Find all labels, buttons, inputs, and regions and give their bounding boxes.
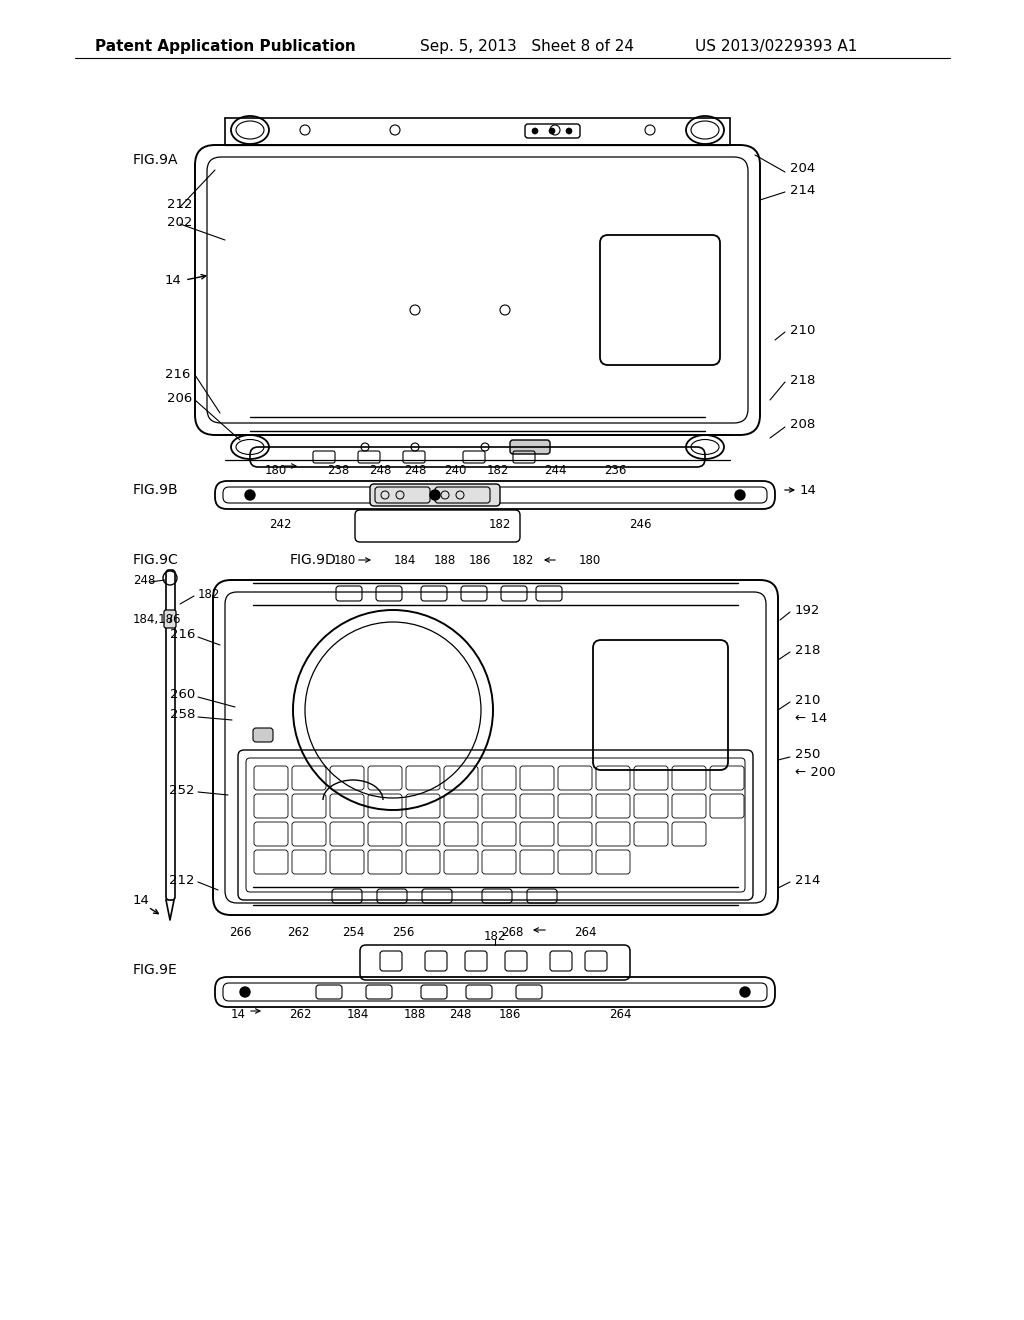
Text: 268: 268: [501, 927, 523, 940]
Text: 240: 240: [443, 463, 466, 477]
Text: 14: 14: [165, 273, 182, 286]
Text: 206: 206: [167, 392, 193, 404]
Text: 184: 184: [347, 1007, 370, 1020]
Text: 242: 242: [268, 519, 291, 532]
Text: 208: 208: [790, 418, 815, 432]
Text: 184,186: 184,186: [133, 614, 181, 627]
Text: 14: 14: [230, 1007, 246, 1020]
Text: 214: 214: [790, 183, 815, 197]
Text: 210: 210: [790, 323, 815, 337]
Text: 260: 260: [170, 689, 195, 701]
Text: 262: 262: [289, 1007, 311, 1020]
Circle shape: [245, 490, 255, 500]
Text: 248: 248: [403, 463, 426, 477]
Text: 248: 248: [133, 573, 156, 586]
Text: 186: 186: [499, 1007, 521, 1020]
Text: 252: 252: [170, 784, 195, 796]
Text: 244: 244: [544, 463, 566, 477]
Text: 266: 266: [228, 927, 251, 940]
Text: 186: 186: [469, 553, 492, 566]
Text: 246: 246: [629, 519, 651, 532]
FancyBboxPatch shape: [370, 484, 500, 506]
Circle shape: [549, 128, 555, 135]
Text: 180: 180: [334, 553, 356, 566]
Text: 184: 184: [394, 553, 416, 566]
Circle shape: [532, 128, 538, 135]
Text: 212: 212: [170, 874, 195, 887]
Text: 258: 258: [170, 709, 195, 722]
Text: FIG.9E: FIG.9E: [133, 964, 178, 977]
Text: 248: 248: [449, 1007, 471, 1020]
Text: 264: 264: [573, 927, 596, 940]
Circle shape: [735, 490, 745, 500]
Text: 202: 202: [167, 215, 193, 228]
Text: 236: 236: [604, 463, 627, 477]
Text: 262: 262: [287, 927, 309, 940]
Text: US 2013/0229393 A1: US 2013/0229393 A1: [695, 40, 857, 54]
Text: 264: 264: [608, 1007, 631, 1020]
Text: Patent Application Publication: Patent Application Publication: [95, 40, 355, 54]
Text: 192: 192: [795, 603, 820, 616]
Text: FIG.9A: FIG.9A: [133, 153, 178, 168]
Circle shape: [240, 987, 250, 997]
Text: 180: 180: [265, 463, 288, 477]
Text: 182: 182: [512, 553, 535, 566]
Text: 250: 250: [795, 748, 820, 762]
Text: 238: 238: [327, 463, 349, 477]
Text: FIG.9D: FIG.9D: [290, 553, 337, 568]
Circle shape: [566, 128, 572, 135]
Text: 188: 188: [403, 1007, 426, 1020]
Text: 204: 204: [790, 161, 815, 174]
Text: 180: 180: [579, 553, 601, 566]
Text: 216: 216: [170, 628, 195, 642]
Text: 188: 188: [434, 553, 456, 566]
Text: 14: 14: [133, 894, 150, 907]
Text: Sep. 5, 2013   Sheet 8 of 24: Sep. 5, 2013 Sheet 8 of 24: [420, 40, 634, 54]
Text: 254: 254: [342, 927, 365, 940]
Text: 218: 218: [795, 644, 820, 656]
FancyBboxPatch shape: [510, 440, 550, 454]
Text: ← 200: ← 200: [795, 767, 836, 780]
Text: 218: 218: [790, 374, 815, 387]
Text: 256: 256: [392, 927, 414, 940]
FancyBboxPatch shape: [164, 610, 176, 628]
Text: 212: 212: [167, 198, 193, 211]
Text: 14: 14: [800, 483, 817, 496]
Text: ← 14: ← 14: [795, 711, 827, 725]
Text: 214: 214: [795, 874, 820, 887]
Text: 182: 182: [486, 463, 509, 477]
Text: FIG.9C: FIG.9C: [133, 553, 179, 568]
Text: 210: 210: [795, 693, 820, 706]
Text: FIG.9B: FIG.9B: [133, 483, 178, 498]
Text: 182: 182: [488, 519, 511, 532]
Text: 182: 182: [483, 931, 506, 944]
FancyBboxPatch shape: [253, 729, 273, 742]
Circle shape: [740, 987, 750, 997]
Circle shape: [430, 490, 440, 500]
Text: 216: 216: [165, 368, 190, 381]
Text: 182: 182: [198, 587, 220, 601]
Text: 248: 248: [369, 463, 391, 477]
